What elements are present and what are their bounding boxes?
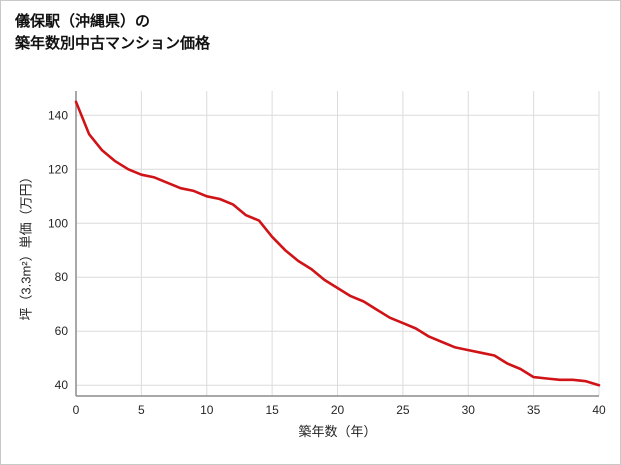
x-tick-label: 15	[265, 403, 279, 417]
y-tick-label: 140	[48, 108, 68, 122]
chart-title-line2: 築年数別中古マンション価格	[15, 34, 211, 52]
chart-title-line1: 儀保駅（沖縄県）の	[15, 13, 151, 30]
x-tick-label: 25	[396, 403, 410, 417]
x-tick-label: 20	[331, 403, 345, 417]
x-tick-label: 10	[200, 403, 214, 417]
y-tick-label: 40	[55, 378, 69, 392]
price-line	[74, 100, 601, 387]
x-tick-label: 0	[73, 403, 80, 417]
x-tick-label: 5	[138, 403, 145, 417]
x-tick-label: 40	[592, 403, 606, 417]
x-tick-label: 30	[462, 403, 476, 417]
x-axis-label: 築年数（年）	[298, 424, 377, 439]
y-tick-label: 60	[55, 324, 69, 338]
chart-title: 儀保駅（沖縄県）の 築年数別中古マンション価格	[15, 11, 210, 55]
y-tick-label: 120	[48, 162, 68, 176]
x-tick-label: 35	[527, 403, 541, 417]
y-tick-label: 80	[55, 270, 69, 284]
y-tick-label: 100	[48, 216, 68, 230]
